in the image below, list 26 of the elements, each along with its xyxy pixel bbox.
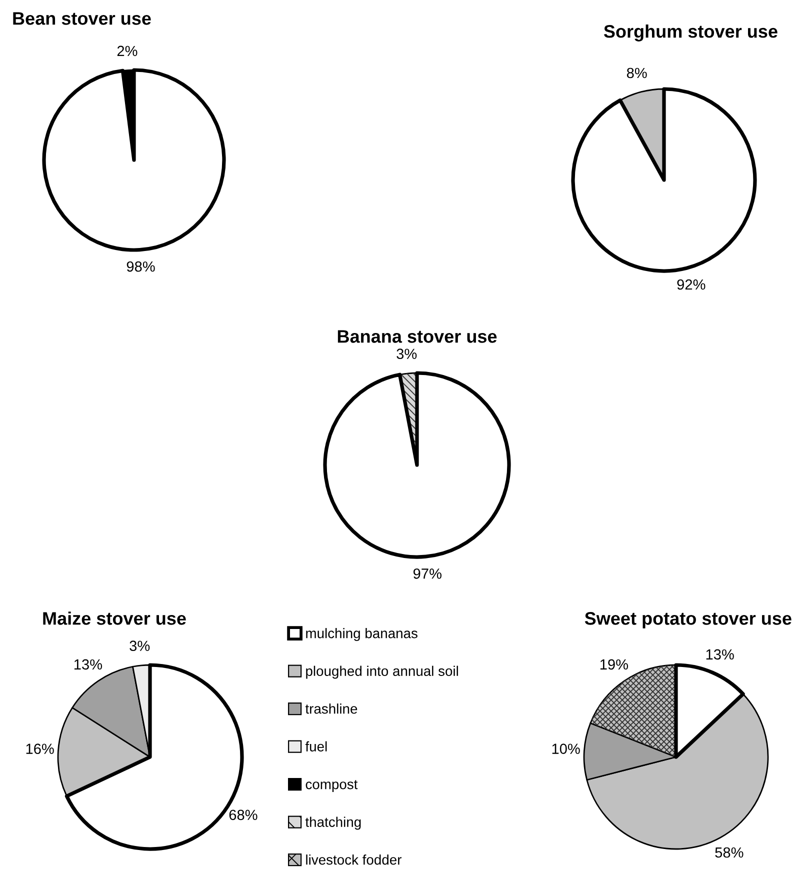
data-label: 13% bbox=[74, 659, 102, 670]
data-label: 3% bbox=[396, 348, 417, 360]
data-label: 16% bbox=[26, 744, 54, 754]
data-label: 92% bbox=[677, 279, 706, 290]
chart-title: Sorghum stover use bbox=[604, 24, 778, 42]
data-label: 58% bbox=[715, 847, 744, 858]
data-label: 97% bbox=[413, 568, 442, 579]
legend-label: compost bbox=[306, 780, 358, 792]
legend-label: thatching bbox=[305, 816, 361, 830]
legend-label: trashline bbox=[305, 704, 358, 714]
chart-title: Maize stover use bbox=[43, 612, 186, 625]
data-label: 68% bbox=[229, 810, 258, 820]
data-label: 3% bbox=[130, 640, 150, 652]
legend-label: livestock fodder bbox=[306, 854, 402, 865]
chart-title: Banana stover use bbox=[338, 330, 497, 343]
legend-label: mulching bananas bbox=[306, 628, 418, 641]
data-label: 13% bbox=[706, 649, 734, 660]
data-label: 19% bbox=[600, 659, 628, 670]
legend-label: ploughed into annual soil bbox=[306, 666, 458, 679]
data-label: 10% bbox=[552, 744, 580, 754]
legend-label: fuel bbox=[305, 741, 327, 752]
data-label: 98% bbox=[126, 261, 155, 272]
chart-title: Sweet potato stover use bbox=[584, 612, 792, 628]
chart-title: Bean stover use bbox=[13, 12, 151, 25]
data-label: 8% bbox=[626, 68, 647, 78]
data-label: 2% bbox=[117, 46, 138, 56]
